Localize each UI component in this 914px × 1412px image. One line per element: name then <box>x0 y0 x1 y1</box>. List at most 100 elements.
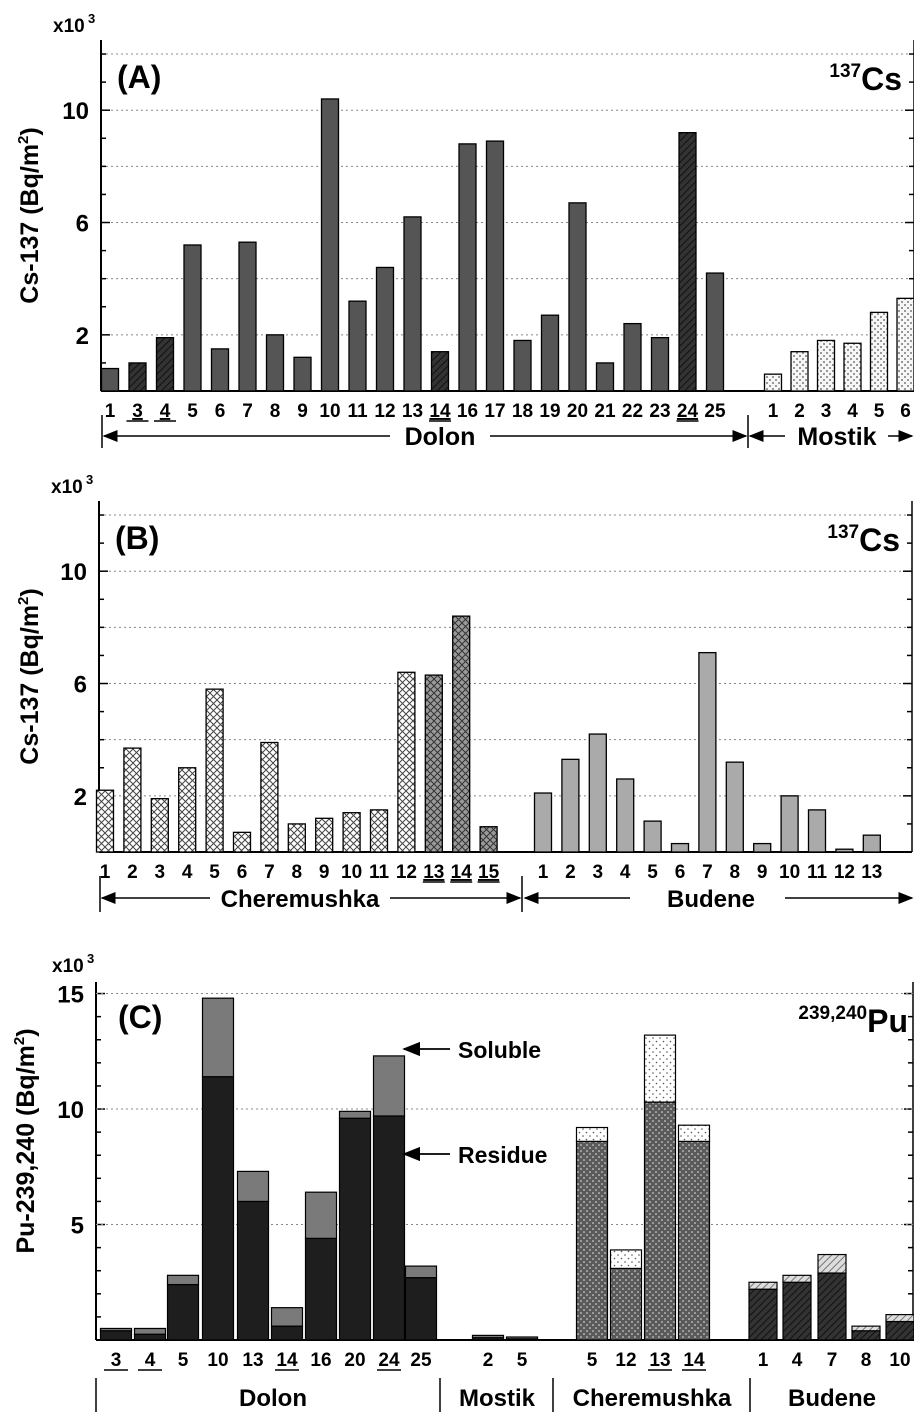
bar-residue-budene-4 <box>782 1281 812 1341</box>
x-tick-label: 6 <box>215 401 226 422</box>
x-tick-label: 11 <box>369 862 390 883</box>
x-tick-label: 9 <box>297 401 308 422</box>
bar-budene-12 <box>835 848 854 853</box>
x-tick-label: 14 <box>429 401 451 422</box>
bar-soluble-dolon-10 <box>201 997 235 1078</box>
x-tick-label: 7 <box>264 862 275 883</box>
bar-cheremushka-8 <box>287 823 306 853</box>
bar-residue-cheremushka-14 <box>677 1140 711 1341</box>
bar-dolon-10 <box>320 98 340 392</box>
panel-label: (B) <box>115 520 159 556</box>
isotope-label: 137Cs <box>829 61 902 97</box>
bar-dolon-24 <box>678 132 697 392</box>
bar-residue-dolon-24 <box>372 1115 406 1341</box>
x-tick-label: 24 <box>677 401 699 422</box>
x-tick-label: 5 <box>874 401 885 422</box>
bar-soluble-budene-1 <box>748 1281 778 1290</box>
x-tick-label: 1 <box>105 401 116 422</box>
x-tick-label: 13 <box>402 401 423 422</box>
bar-soluble-budene-8 <box>851 1325 881 1332</box>
isotope-label: 239,240Pu <box>798 1003 908 1039</box>
bar-soluble-cheremushka-12 <box>609 1249 643 1270</box>
x-tick-label: 9 <box>757 862 768 883</box>
bar-dolon-18 <box>513 339 532 392</box>
x-tick-label: 22 <box>622 401 643 422</box>
group-label-dolon: Dolon <box>405 423 476 451</box>
bar-cheremushka-6 <box>232 831 252 853</box>
bar-cheremushka-12 <box>397 671 416 853</box>
y-tick-label: 2 <box>74 784 87 811</box>
group-label-cheremushka: Cheremushka <box>221 886 380 913</box>
y-tick-label: 6 <box>76 211 89 238</box>
group-label-budene: Budene <box>667 886 755 913</box>
y-tick-label: 5 <box>71 1213 84 1240</box>
x-tick-label: 12 <box>615 1350 636 1371</box>
x-tick-label: 8 <box>270 401 281 422</box>
x-tick-label: 4 <box>145 1350 156 1371</box>
multiplier-label: x10 <box>52 956 84 977</box>
x-tick-label: 7 <box>827 1350 838 1371</box>
bar-cheremushka-5 <box>205 688 224 853</box>
bar-residue-dolon-5 <box>166 1283 200 1341</box>
bar-dolon-17 <box>485 140 505 392</box>
bar-residue-dolon-13 <box>236 1200 270 1341</box>
x-tick-label: 3 <box>155 862 166 883</box>
bar-budene-10 <box>780 795 799 853</box>
x-tick-label: 10 <box>889 1350 910 1371</box>
bar-cheremushka-10 <box>342 812 361 853</box>
group-label-mostik: Mostik <box>797 423 876 451</box>
x-tick-label: 8 <box>730 862 741 883</box>
bar-soluble-dolon-16 <box>304 1191 338 1239</box>
x-tick-label: 18 <box>512 401 533 422</box>
x-tick-label: 1 <box>100 862 111 883</box>
bar-dolon-21 <box>595 362 615 392</box>
annotation-residue: Residue <box>458 1142 547 1168</box>
x-tick-label: 1 <box>768 401 779 422</box>
x-tick-label: 1 <box>538 862 549 883</box>
bar-budene-13 <box>862 834 881 853</box>
x-tick-label: 20 <box>567 401 588 422</box>
x-tick-label: 3 <box>593 862 604 883</box>
y-tick-label: 10 <box>60 559 87 586</box>
isotope-symbol: Cs <box>861 61 902 97</box>
bar-residue-cheremushka-5 <box>575 1140 609 1341</box>
x-tick-label: 8 <box>292 862 303 883</box>
x-tick-label: 1 <box>758 1350 769 1371</box>
x-tick-label: 4 <box>620 862 631 883</box>
y-axis-label-sup: 2 <box>15 597 32 605</box>
x-tick-label: 8 <box>861 1350 872 1371</box>
bar-residue-cheremushka-13 <box>643 1101 677 1341</box>
isotope-symbol: Pu <box>867 1003 908 1039</box>
y-tick-label: 15 <box>57 982 84 1009</box>
x-tick-label: 5 <box>178 1350 189 1371</box>
x-tick-label: 5 <box>647 862 658 883</box>
bar-dolon-16 <box>458 143 477 392</box>
bar-cheremushka-13 <box>424 674 443 853</box>
x-tick-label: 12 <box>834 862 855 883</box>
x-tick-label: 14 <box>451 862 473 883</box>
bar-residue-dolon-16 <box>304 1237 338 1341</box>
bar-residue-dolon-25 <box>404 1277 438 1341</box>
x-tick-label: 3 <box>111 1350 122 1371</box>
x-tick-label: 16 <box>310 1350 331 1371</box>
bar-budene-4 <box>616 778 635 853</box>
y-axis-label-end: ) <box>16 588 44 596</box>
multiplier-label: x10 <box>53 16 85 37</box>
y-tick-label: 10 <box>62 98 89 125</box>
bar-budene-3 <box>588 733 607 853</box>
x-tick-label: 2 <box>565 862 576 883</box>
y-axis-label-end: ) <box>16 127 44 135</box>
bar-dolon-25 <box>705 272 725 392</box>
x-tick-label: 6 <box>675 862 686 883</box>
bar-soluble-cheremushka-5 <box>575 1126 609 1142</box>
bar-dolon-1 <box>100 367 120 392</box>
x-tick-label: 2 <box>483 1350 494 1371</box>
x-tick-label: 10 <box>207 1350 228 1371</box>
x-tick-label: 2 <box>794 401 805 422</box>
multiplier-exponent: 3 <box>87 951 94 966</box>
bar-soluble-cheremushka-13 <box>643 1034 677 1103</box>
bar-residue-dolon-10 <box>201 1076 235 1341</box>
x-tick-label: 6 <box>237 862 248 883</box>
bar-cheremushka-1 <box>95 789 115 853</box>
bar-budene-7 <box>698 651 717 853</box>
